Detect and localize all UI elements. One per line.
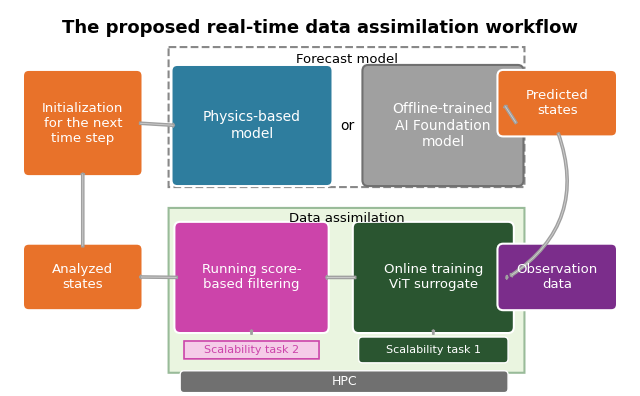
Text: Offline-trained
AI Foundation
model: Offline-trained AI Foundation model bbox=[393, 102, 493, 149]
Text: Scalability task 2: Scalability task 2 bbox=[204, 345, 299, 355]
FancyBboxPatch shape bbox=[497, 70, 617, 137]
FancyBboxPatch shape bbox=[168, 208, 524, 373]
Text: Observation
data: Observation data bbox=[516, 263, 598, 291]
Text: Scalability task 1: Scalability task 1 bbox=[386, 345, 481, 355]
FancyBboxPatch shape bbox=[358, 337, 508, 363]
Text: Online training
ViT surrogate: Online training ViT surrogate bbox=[383, 263, 483, 291]
FancyBboxPatch shape bbox=[168, 47, 524, 187]
FancyBboxPatch shape bbox=[23, 244, 143, 310]
FancyBboxPatch shape bbox=[23, 70, 143, 176]
FancyBboxPatch shape bbox=[184, 341, 319, 359]
FancyBboxPatch shape bbox=[174, 222, 329, 333]
FancyBboxPatch shape bbox=[180, 371, 508, 392]
Text: Physics-based
model: Physics-based model bbox=[203, 110, 301, 141]
Text: The proposed real-time data assimilation workflow: The proposed real-time data assimilation… bbox=[62, 19, 578, 37]
FancyBboxPatch shape bbox=[497, 244, 617, 310]
Text: HPC: HPC bbox=[332, 375, 357, 388]
Text: or: or bbox=[340, 118, 354, 133]
FancyBboxPatch shape bbox=[362, 65, 524, 186]
Text: Initialization
for the next
time step: Initialization for the next time step bbox=[42, 101, 124, 145]
FancyBboxPatch shape bbox=[172, 65, 333, 186]
Text: Analyzed
states: Analyzed states bbox=[52, 263, 113, 291]
Text: Running score-
based filtering: Running score- based filtering bbox=[202, 263, 301, 291]
Text: Forecast model: Forecast model bbox=[296, 53, 398, 66]
FancyBboxPatch shape bbox=[353, 222, 514, 333]
Text: Predicted
states: Predicted states bbox=[526, 89, 589, 117]
Text: Data assimilation: Data assimilation bbox=[289, 212, 405, 225]
